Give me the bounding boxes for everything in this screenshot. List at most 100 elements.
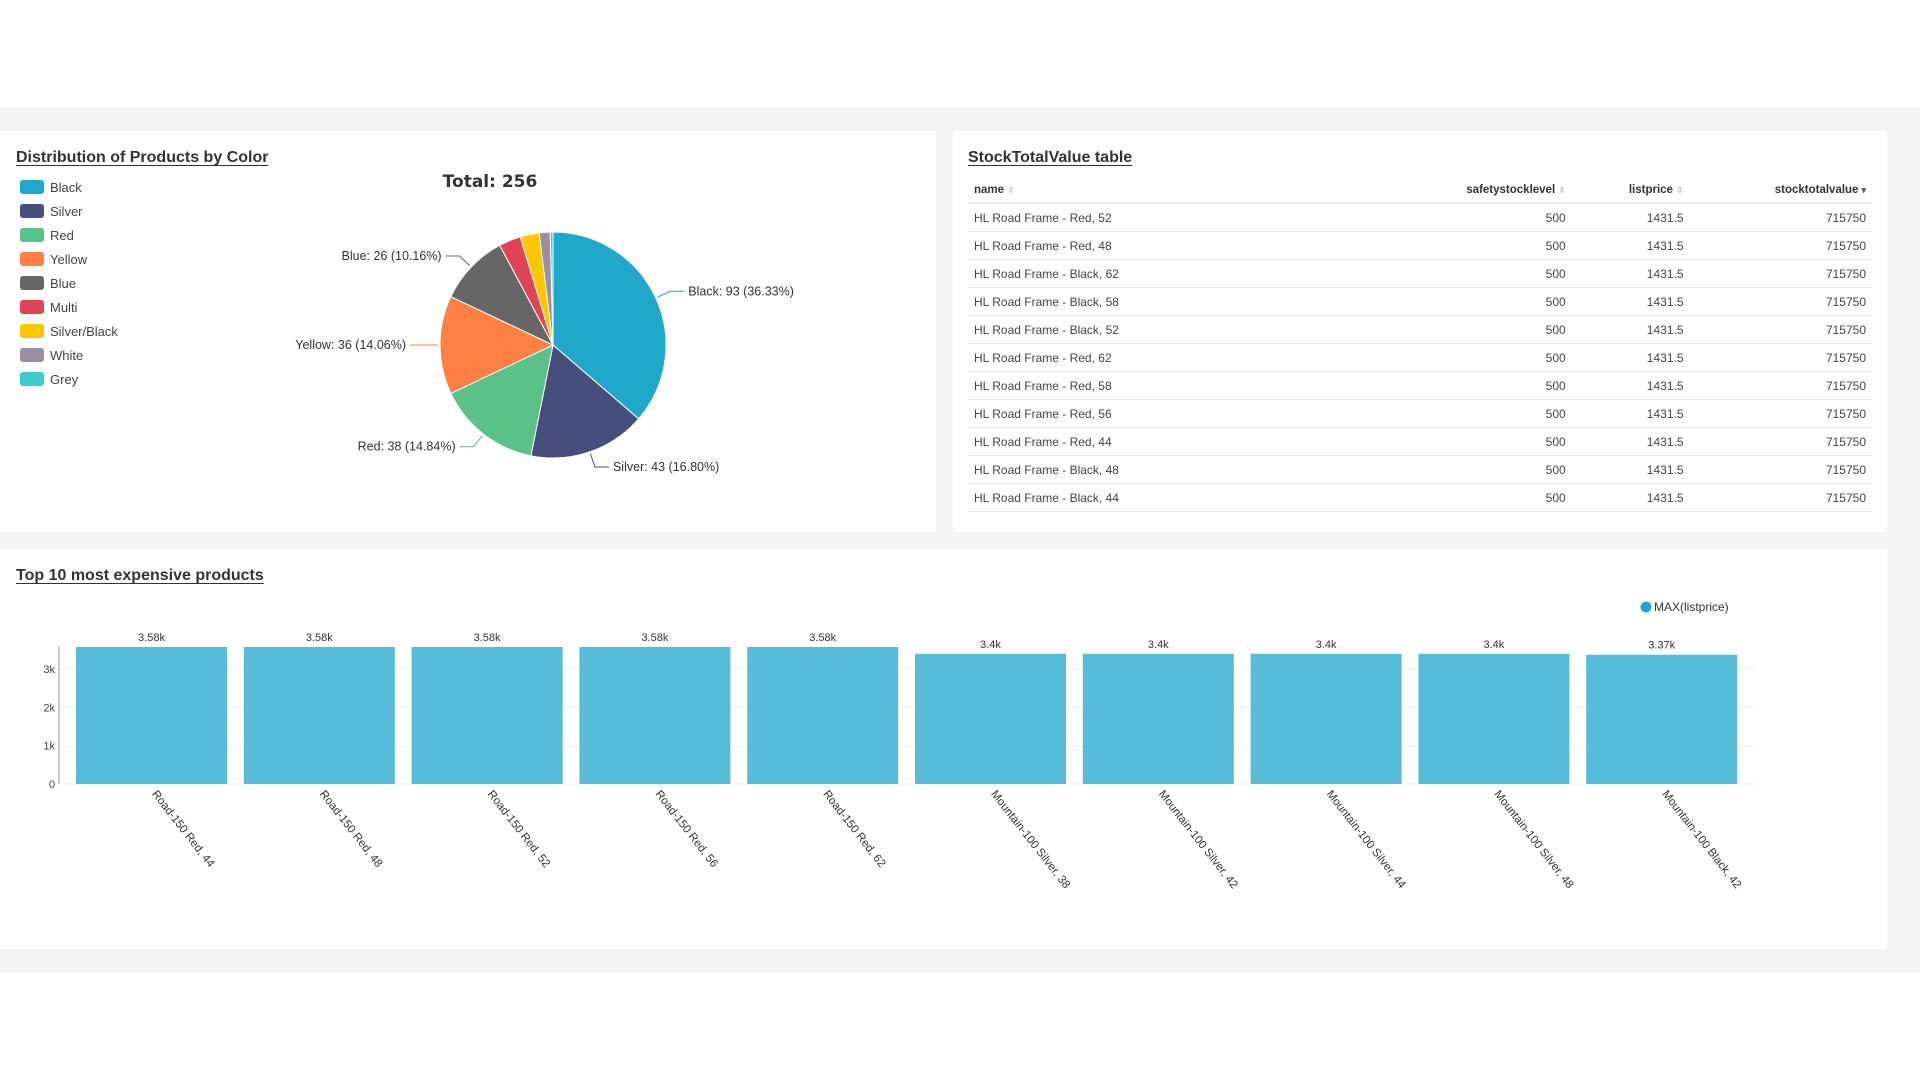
pie-slice-grey[interactable] xyxy=(549,231,554,346)
bar[interactable] xyxy=(1250,653,1402,784)
legend-item-grey[interactable]: Grey xyxy=(20,370,78,388)
sort-desc-icon[interactable]: ▾ xyxy=(1861,185,1866,195)
cell-listprice: 1431.5 xyxy=(1571,343,1690,372)
cell-name: HL Road Frame - Red, 58 xyxy=(968,371,1375,400)
bar[interactable] xyxy=(76,646,227,784)
x-tick-label: Mountain-100 Silver, 48 xyxy=(1492,788,1576,891)
cell-name: HL Road Frame - Red, 44 xyxy=(968,427,1375,456)
cell-stocktotalvalue: 715750 xyxy=(1689,483,1872,512)
cell-safetystocklevel: 500 xyxy=(1374,203,1572,232)
cell-listprice: 1431.5 xyxy=(1571,455,1690,484)
cell-name: HL Road Frame - Black, 44 xyxy=(968,483,1375,512)
legend-item-multi[interactable]: Multi xyxy=(20,298,77,316)
stock-total-value-table: name ⇕ safetystocklevel ⇕ listprice ⇕ stocktot… xyxy=(968,178,1872,512)
cell-name: HL Road Frame - Red, 56 xyxy=(968,399,1375,428)
bar-legend-label[interactable]: MAX(listprice) xyxy=(1654,600,1729,614)
pie-label-line xyxy=(589,453,609,468)
pie-chart-title[interactable]: Distribution of Products by Color xyxy=(16,149,269,166)
legend-item-red[interactable]: Red xyxy=(20,226,74,244)
cell-stocktotalvalue: 715750 xyxy=(1689,455,1872,484)
column-header-safetystocklevel[interactable]: safetystocklevel ⇕ xyxy=(1374,178,1572,204)
cell-listprice: 1431.5 xyxy=(1571,287,1690,316)
pie-slice-blue[interactable] xyxy=(450,244,555,347)
legend-item-silver-black[interactable]: Silver/Black xyxy=(20,322,118,340)
table-row[interactable]: HL Road Frame - Red, 48 500 1431.5 715750 xyxy=(968,231,1872,260)
cell-safetystocklevel: 500 xyxy=(1374,427,1572,456)
bar-data-label: 3.4k xyxy=(1484,639,1505,651)
x-tick-label: Mountain-100 Black, 42 xyxy=(1659,788,1743,891)
bar[interactable] xyxy=(1082,653,1234,784)
column-header-listprice[interactable]: listprice ⇕ xyxy=(1571,178,1690,204)
legend-label: Black xyxy=(50,179,82,195)
cell-safetystocklevel: 500 xyxy=(1374,287,1572,316)
x-tick-label: Road-150 Red, 62 xyxy=(820,788,887,869)
bar[interactable] xyxy=(411,646,563,784)
sort-icon[interactable]: ⇕ xyxy=(1675,185,1684,195)
legend-item-white[interactable]: White xyxy=(20,346,83,364)
pie-slice-silver[interactable] xyxy=(530,344,640,459)
bar[interactable] xyxy=(915,653,1066,784)
pie-slice-black[interactable] xyxy=(552,231,667,420)
pie-slice-yellow[interactable] xyxy=(439,296,555,394)
sort-icon[interactable]: ⇕ xyxy=(1007,185,1015,195)
pie-label-line xyxy=(445,255,471,267)
cell-safetystocklevel: 500 xyxy=(1374,315,1572,344)
cell-listprice: 1431.5 xyxy=(1571,483,1690,512)
column-header-label: listprice xyxy=(1628,184,1673,196)
cell-listprice: 1431.5 xyxy=(1571,203,1690,232)
table-row[interactable]: HL Road Frame - Black, 44 500 1431.5 715750 xyxy=(968,483,1872,512)
y-tick-label: 3k xyxy=(43,664,55,676)
sort-icon[interactable]: ⇕ xyxy=(1558,185,1566,195)
bar[interactable] xyxy=(1418,653,1570,784)
table-row[interactable]: HL Road Frame - Black, 62 500 1431.5 715750 xyxy=(968,259,1872,288)
legend-label: Grey xyxy=(50,371,79,387)
table-row[interactable]: HL Road Frame - Black, 48 500 1431.5 715750 xyxy=(968,455,1872,484)
pie-data-label: Red: 38 (14.84%) xyxy=(358,440,456,454)
table-row[interactable]: HL Road Frame - Red, 58 500 1431.5 715750 xyxy=(968,371,1872,400)
bar[interactable] xyxy=(243,646,395,784)
bar-data-label: 3.58k xyxy=(474,632,501,644)
legend-item-silver[interactable]: Silver xyxy=(20,202,83,220)
cell-stocktotalvalue: 715750 xyxy=(1689,315,1872,344)
pie-total-label: Total: 256 xyxy=(443,172,538,192)
legend-item-yellow[interactable]: Yellow xyxy=(20,250,87,268)
bar-data-label: 3.58k xyxy=(641,632,668,644)
table-row[interactable]: HL Road Frame - Black, 52 500 1431.5 715750 xyxy=(968,315,1872,344)
y-tick-label: 2k xyxy=(43,702,55,714)
table-row[interactable]: HL Road Frame - Red, 56 500 1431.5 715750 xyxy=(968,399,1872,428)
pie-slice-red[interactable] xyxy=(450,344,554,457)
column-header-label: stocktotalvalue xyxy=(1774,184,1859,196)
legend-item-blue[interactable]: Blue xyxy=(20,274,76,292)
cell-stocktotalvalue: 715750 xyxy=(1689,399,1872,428)
pie-data-label: Silver: 43 (16.80%) xyxy=(613,460,719,474)
bar[interactable] xyxy=(579,646,731,784)
legend-swatch xyxy=(20,204,44,218)
column-header-stocktotalvalue[interactable]: stocktotalvalue ▾ xyxy=(1689,178,1872,204)
table-row[interactable]: HL Road Frame - Black, 58 500 1431.5 715750 xyxy=(968,287,1872,316)
legend-label: Yellow xyxy=(50,251,88,267)
x-tick-label: Road-150 Red, 48 xyxy=(317,788,384,869)
cell-stocktotalvalue: 715750 xyxy=(1689,287,1872,316)
table-title[interactable]: StockTotalValue table xyxy=(968,149,1133,166)
cell-name: HL Road Frame - Red, 48 xyxy=(968,231,1375,260)
cell-listprice: 1431.5 xyxy=(1571,315,1690,344)
cell-stocktotalvalue: 715750 xyxy=(1689,343,1872,372)
bar-chart-title[interactable]: Top 10 most expensive products xyxy=(16,567,264,584)
legend-item-black[interactable]: Black xyxy=(20,178,82,196)
legend-swatch xyxy=(20,372,44,386)
cell-listprice: 1431.5 xyxy=(1571,259,1690,288)
pie-chart: Total: 256 Black: 93 (36.33%) Silver: 43 … xyxy=(295,172,794,474)
bar[interactable] xyxy=(1586,654,1738,784)
bar[interactable] xyxy=(747,646,899,784)
legend-swatch xyxy=(20,180,44,194)
legend-label: Blue xyxy=(50,275,77,291)
table-row[interactable]: HL Road Frame - Red, 52 500 1431.5 715750 xyxy=(968,203,1872,232)
cell-name: HL Road Frame - Black, 62 xyxy=(968,259,1375,288)
cell-listprice: 1431.5 xyxy=(1571,399,1690,428)
x-tick-label: Mountain-100 Silver, 42 xyxy=(1156,788,1240,891)
table-row[interactable]: HL Road Frame - Red, 62 500 1431.5 715750 xyxy=(968,343,1872,372)
table-row[interactable]: HL Road Frame - Red, 44 500 1431.5 715750 xyxy=(968,427,1872,456)
y-tick-label: 0 xyxy=(49,779,55,791)
column-header-name[interactable]: name ⇕ xyxy=(968,178,1375,204)
bar-data-label: 3.58k xyxy=(809,632,836,644)
